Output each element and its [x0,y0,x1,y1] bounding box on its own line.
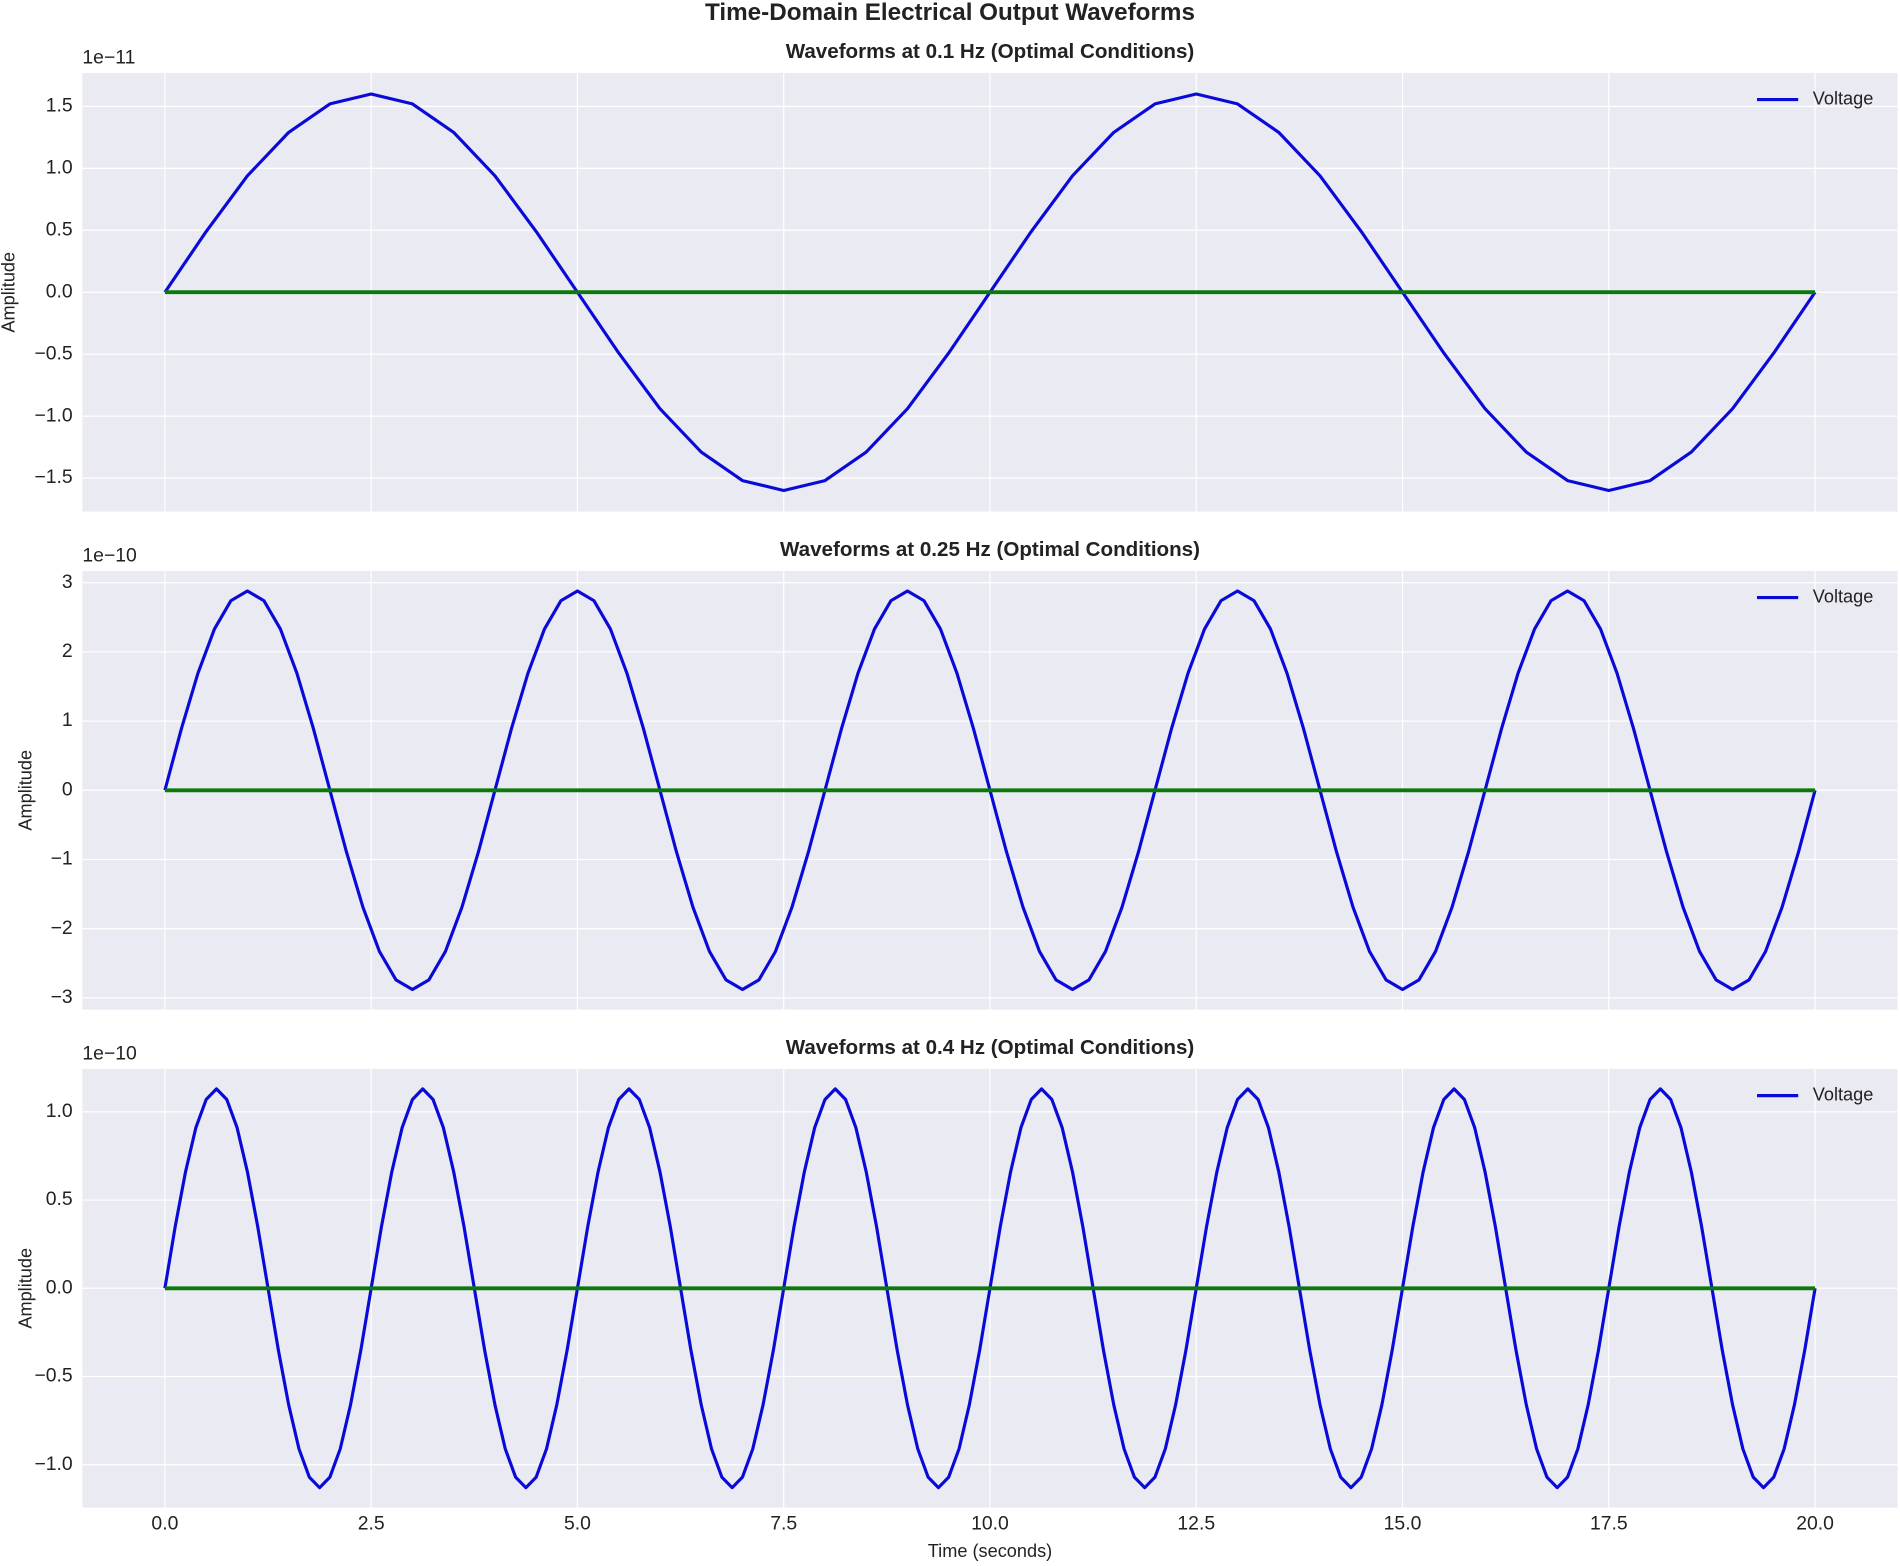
y-tick-label: −1.5 [34,466,72,488]
y-tick-label: −0.5 [34,342,72,364]
y-tick-label: −3 [51,986,73,1008]
y-tick-label: 0.0 [46,280,73,302]
chart-title: Waveforms at 0.4 Hz (Optimal Conditions) [786,1036,1195,1059]
legend-label: Voltage [1813,88,1874,108]
y-tick-label: 0.5 [46,218,73,240]
y-tick-label: 1.0 [46,1100,73,1122]
y-axis-label: Amplitude [15,750,35,831]
y-offset-label: 1e−10 [82,1043,137,1065]
y-tick-label: −1.0 [34,1453,72,1475]
x-tick-label: 17.5 [1590,1513,1628,1535]
chart-title: Waveforms at 0.1 Hz (Optimal Conditions) [786,40,1195,63]
y-offset-label: 1e−11 [82,47,135,69]
y-tick-label: −1.0 [34,404,72,426]
y-tick-label: 1.5 [46,95,73,117]
y-tick-label: 1.0 [46,156,73,178]
y-tick-label: 0.0 [46,1276,73,1298]
x-tick-label: 15.0 [1384,1513,1422,1535]
x-tick-label: 0.0 [151,1513,178,1535]
y-tick-label: 0 [62,778,73,800]
y-tick-label: 3 [62,571,73,593]
x-tick-label: 20.0 [1796,1513,1834,1535]
chart-title: Waveforms at 0.25 Hz (Optimal Conditions… [780,538,1200,561]
y-offset-label: 1e−10 [82,545,137,567]
y-axis-label: Amplitude [0,252,18,333]
y-tick-label: 0.5 [46,1188,73,1210]
y-tick-label: 2 [62,640,73,662]
x-axis-label: Time (seconds) [928,1541,1052,1561]
x-tick-label: 7.5 [770,1513,797,1535]
y-tick-label: −0.5 [34,1365,72,1387]
legend-label: Voltage [1813,586,1874,606]
figure-title: Time-Domain Electrical Output Waveforms [705,0,1195,26]
y-axis-label: Amplitude [15,1248,35,1329]
legend-label: Voltage [1813,1084,1874,1104]
y-tick-label: −2 [51,917,73,939]
x-tick-label: 10.0 [971,1513,1009,1535]
y-tick-label: 1 [62,709,73,731]
x-tick-label: 12.5 [1177,1513,1215,1535]
x-tick-label: 2.5 [358,1513,385,1535]
x-tick-label: 5.0 [564,1513,591,1535]
y-tick-label: −1 [51,848,73,870]
